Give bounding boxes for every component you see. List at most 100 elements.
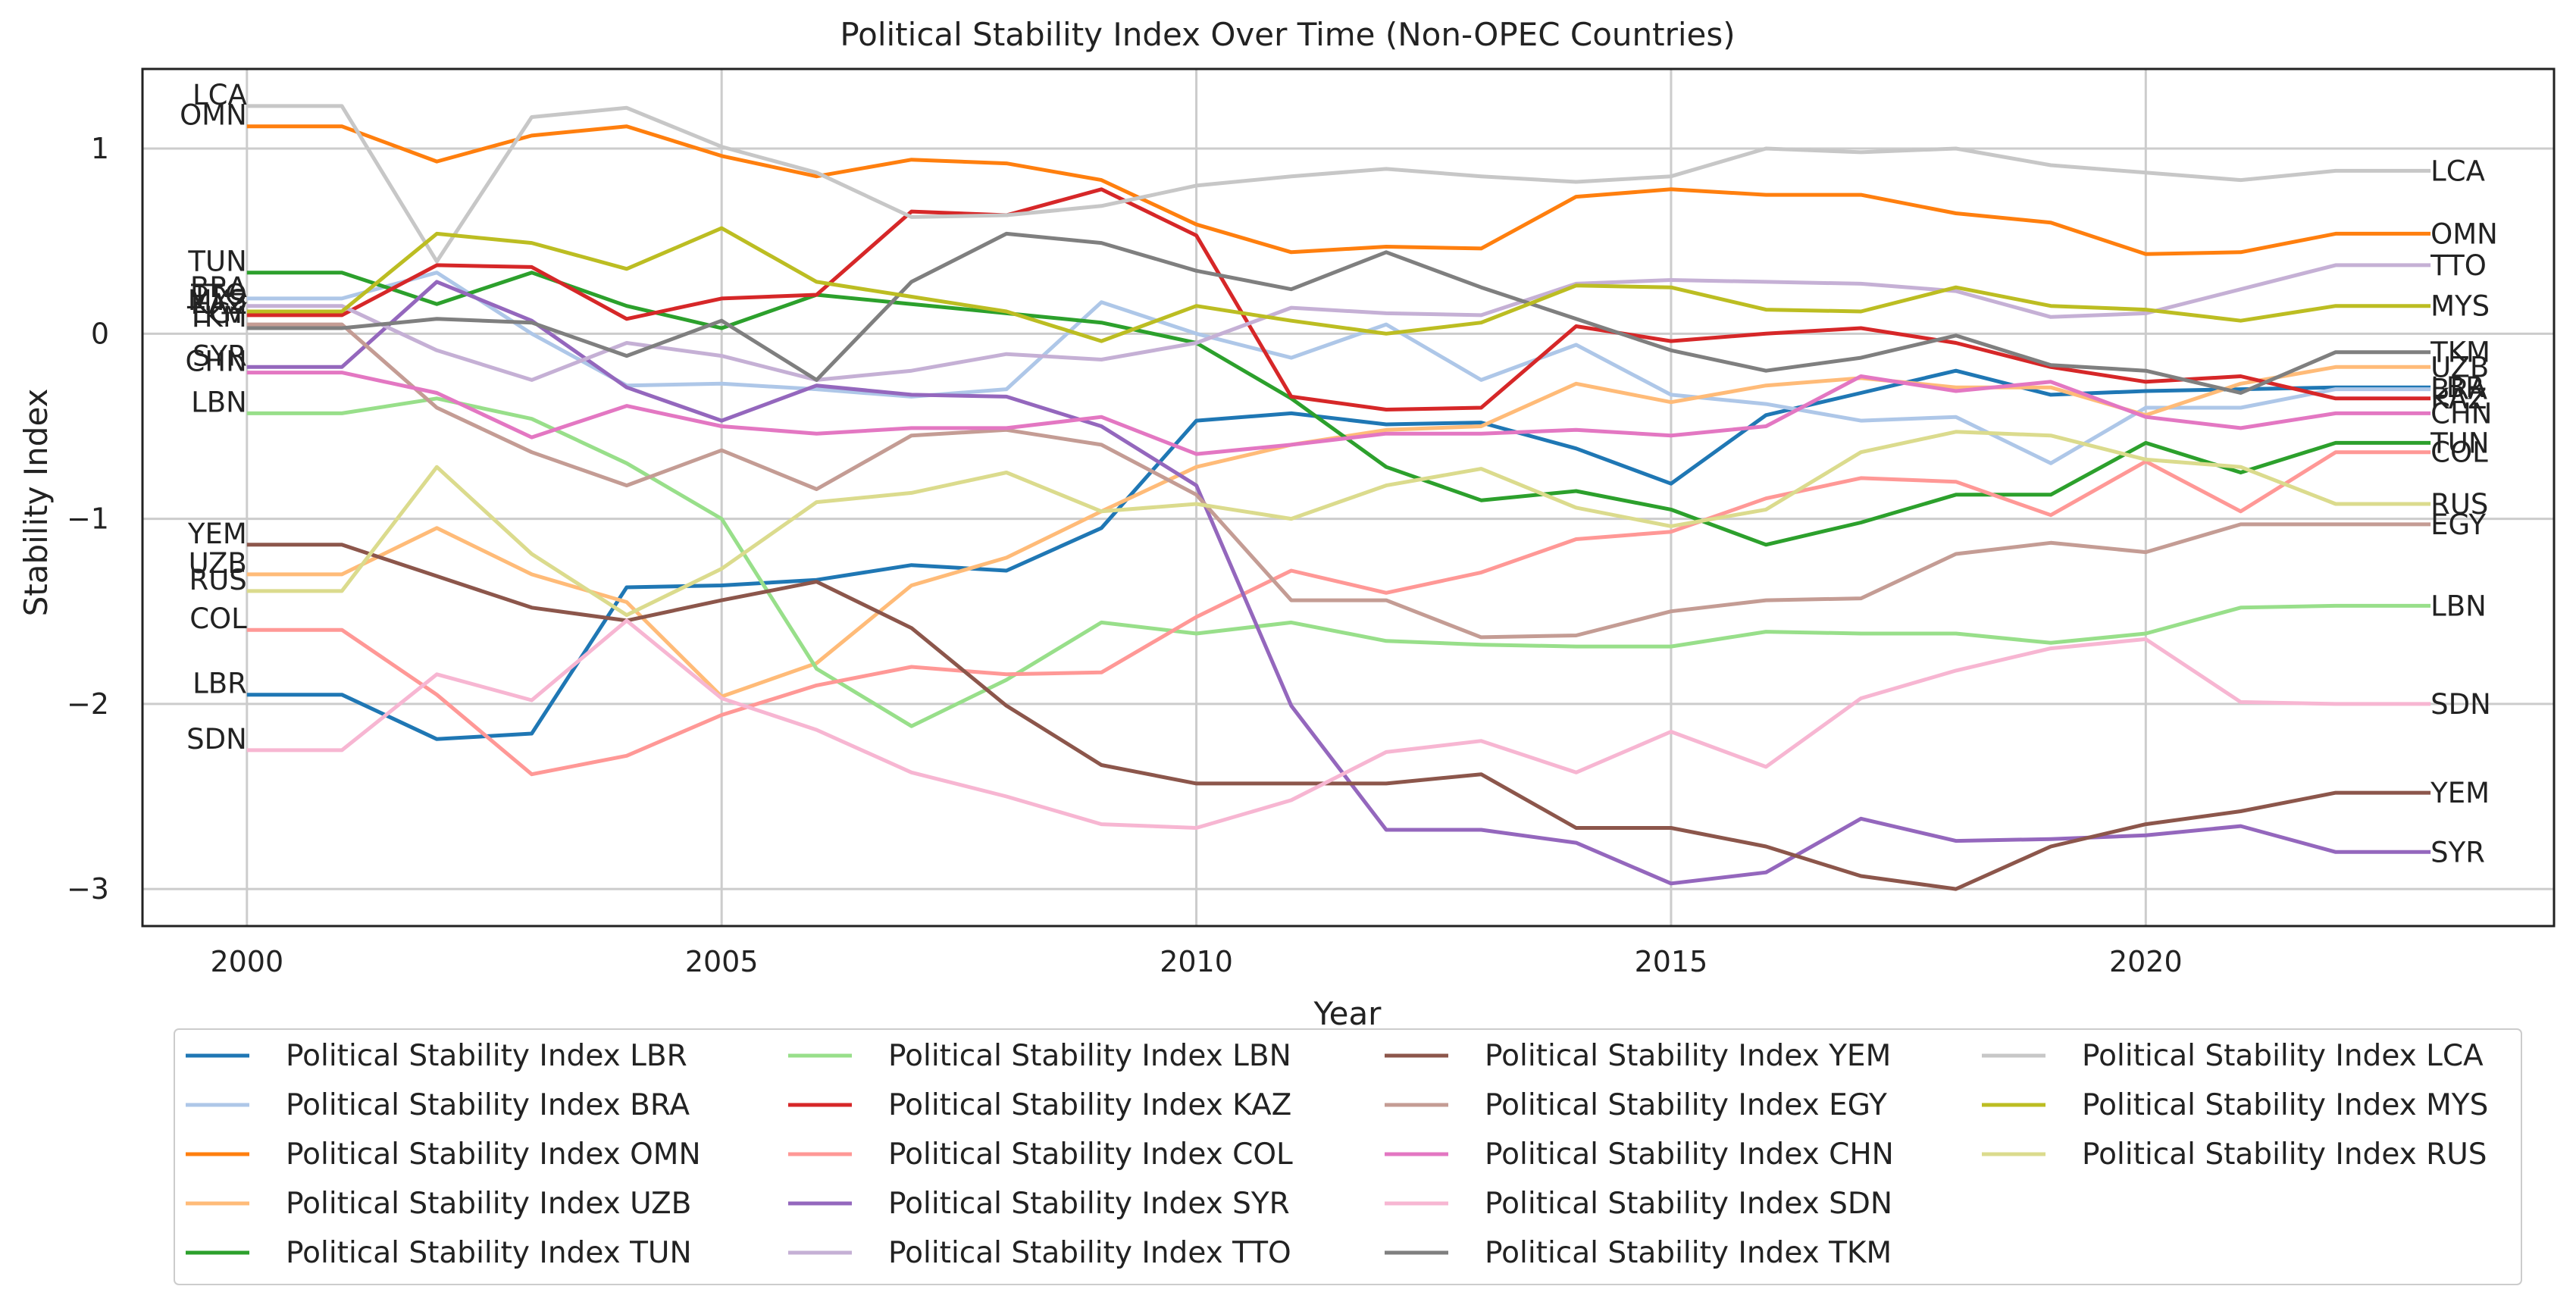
end-label-sdn: SDN [2430, 688, 2491, 721]
legend-label-omn: Political Stability Index OMN [286, 1137, 701, 1172]
series-line-rus [246, 430, 2431, 618]
y-tick-label-3: −3 [67, 872, 109, 906]
legend-label-bra: Political Stability Index BRA [286, 1088, 690, 1122]
legend-label-tkm: Political Stability Index TKM [1485, 1236, 1892, 1270]
start-label-col: COL [189, 602, 247, 635]
legend-label-lca: Political Stability Index LCA [2082, 1039, 2484, 1073]
end-label-tkm: TKM [2430, 336, 2490, 369]
series-line-tun [246, 271, 2431, 547]
legend-label-rus: Political Stability Index RUS [2082, 1137, 2487, 1172]
end-label-rus: RUS [2430, 488, 2488, 521]
legend-item-col: Political Stability Index COL [788, 1137, 1293, 1172]
y-axis-ticks: −3 −2 −1 0 1 [67, 132, 109, 906]
start-label-uzb: UZB [189, 547, 247, 580]
end-label-uzb: UZB [2430, 351, 2489, 383]
start-label-tun: TUN [187, 246, 246, 278]
start-label-tto: TTO [190, 279, 247, 311]
legend-item-uzb: Political Stability Index UZB [186, 1187, 691, 1221]
legend-label-col: Political Stability Index COL [888, 1137, 1293, 1172]
series-line-yem [246, 543, 2431, 891]
legend-item-lca: Political Stability Index LCA [1982, 1039, 2484, 1073]
end-label-bra: BRA [2430, 374, 2487, 406]
legend-label-lbn: Political Stability Index LBN [888, 1039, 1291, 1073]
end-label-omn: OMN [2430, 217, 2498, 250]
end-label-lbn: LBN [2430, 590, 2487, 622]
x-tick-label-2005: 2005 [685, 945, 759, 978]
series-line-syr [246, 280, 2431, 886]
x-axis-ticks: 2000 2005 2010 2015 2020 [210, 945, 2182, 978]
series-line-tkm [246, 231, 2431, 395]
legend-item-omn: Political Stability Index OMN [186, 1137, 701, 1172]
start-label-rus: RUS [189, 564, 247, 596]
legend-item-tun: Political Stability Index TUN [186, 1236, 692, 1270]
legend-label-yem: Political Stability Index YEM [1485, 1039, 1891, 1073]
legend-item-rus: Political Stability Index RUS [1982, 1137, 2487, 1172]
end-label-yem: YEM [2430, 777, 2490, 809]
series-lines [246, 104, 2431, 891]
series-line-lbr [246, 368, 2431, 741]
y-tick-label-0: 0 [91, 317, 109, 350]
end-label-egy: EGY [2430, 508, 2486, 541]
x-tick-label-2010: 2010 [1160, 945, 1233, 978]
end-label-syr: SYR [2430, 836, 2485, 868]
end-label-lca: LCA [2430, 155, 2485, 187]
legend-label-sdn: Political Stability Index SDN [1485, 1187, 1892, 1221]
start-label-egy: EGY [192, 297, 247, 330]
x-tick-label-2020: 2020 [2109, 945, 2183, 978]
end-label-kaz: KAZ [2430, 383, 2487, 415]
x-tick-label-2015: 2015 [1635, 945, 1708, 978]
series-line-kaz [246, 187, 2431, 411]
start-label-omn: OMN [180, 99, 247, 132]
legend-item-lbr: Political Stability Index LBR [186, 1039, 687, 1073]
legend-item-syr: Political Stability Index SYR [788, 1187, 1290, 1221]
start-label-mys: MYS [188, 284, 247, 317]
start-label-yem: YEM [187, 518, 247, 550]
plot-frame [141, 67, 2556, 928]
series-line-col [246, 450, 2431, 777]
chart-title: Political Stability Index Over Time (Non… [840, 16, 1735, 53]
end-label-mys: MYS [2430, 290, 2490, 323]
start-label-lca: LCA [192, 79, 247, 111]
grid [142, 69, 2554, 926]
end-label-chn: CHN [2430, 397, 2492, 430]
start-label-lbn: LBN [191, 386, 247, 418]
legend-label-lbr: Political Stability Index LBR [286, 1039, 687, 1073]
legend-item-bra: Political Stability Index BRA [186, 1088, 690, 1122]
start-label-kaz: KAZ [191, 288, 247, 321]
series-line-omn [246, 124, 2431, 256]
start-label-chn: CHN [185, 346, 246, 378]
legend-frame [174, 1028, 2522, 1285]
start-label-lbr: LBR [192, 668, 247, 700]
legend-item-lbn: Political Stability Index LBN [788, 1039, 1291, 1073]
series-line-sdn [246, 618, 2431, 830]
y-tick-label-1: −1 [67, 502, 109, 536]
legend-label-chn: Political Stability Index CHN [1485, 1137, 1894, 1172]
end-label-lbr: LBR [2430, 371, 2485, 404]
start-labels: LBR BRA OMN UZB TUN LBN KAZ COL SYR TTO YEM EGY CHN S… [180, 79, 247, 756]
legend-item-yem: Political Stability Index YEM [1385, 1039, 1891, 1073]
legend-item-kaz: Political Stability Index KAZ [788, 1088, 1291, 1122]
start-label-bra: BRA [190, 271, 247, 304]
series-line-lca [246, 104, 2431, 264]
legend-label-tto: Political Stability Index TTO [888, 1236, 1291, 1270]
legend-item-tkm: Political Stability Index TKM [1385, 1236, 1892, 1270]
legend-label-egy: Political Stability Index EGY [1485, 1088, 1887, 1122]
legend-item-chn: Political Stability Index CHN [1385, 1137, 1894, 1172]
legend-label-tun: Political Stability Index TUN [286, 1236, 692, 1270]
series-line-lbn [246, 396, 2431, 728]
legend-item-egy: Political Stability Index EGY [1385, 1088, 1887, 1122]
legend-item-mys: Political Stability Index MYS [1982, 1088, 2488, 1122]
legend-label-uzb: Political Stability Index UZB [286, 1187, 691, 1221]
legend-label-mys: Political Stability Index MYS [2082, 1088, 2488, 1122]
start-label-sdn: SDN [186, 723, 247, 756]
series-line-egy [246, 322, 2431, 640]
start-label-syr: SYR [192, 340, 247, 372]
series-line-mys [246, 226, 2431, 343]
x-axis-label: Year [1313, 995, 1382, 1032]
y-tick-label-1: 1 [91, 132, 109, 165]
x-tick-label-2000: 2000 [210, 945, 283, 978]
legend-label-kaz: Political Stability Index KAZ [888, 1088, 1291, 1122]
legend-item-sdn: Political Stability Index SDN [1385, 1187, 1892, 1221]
